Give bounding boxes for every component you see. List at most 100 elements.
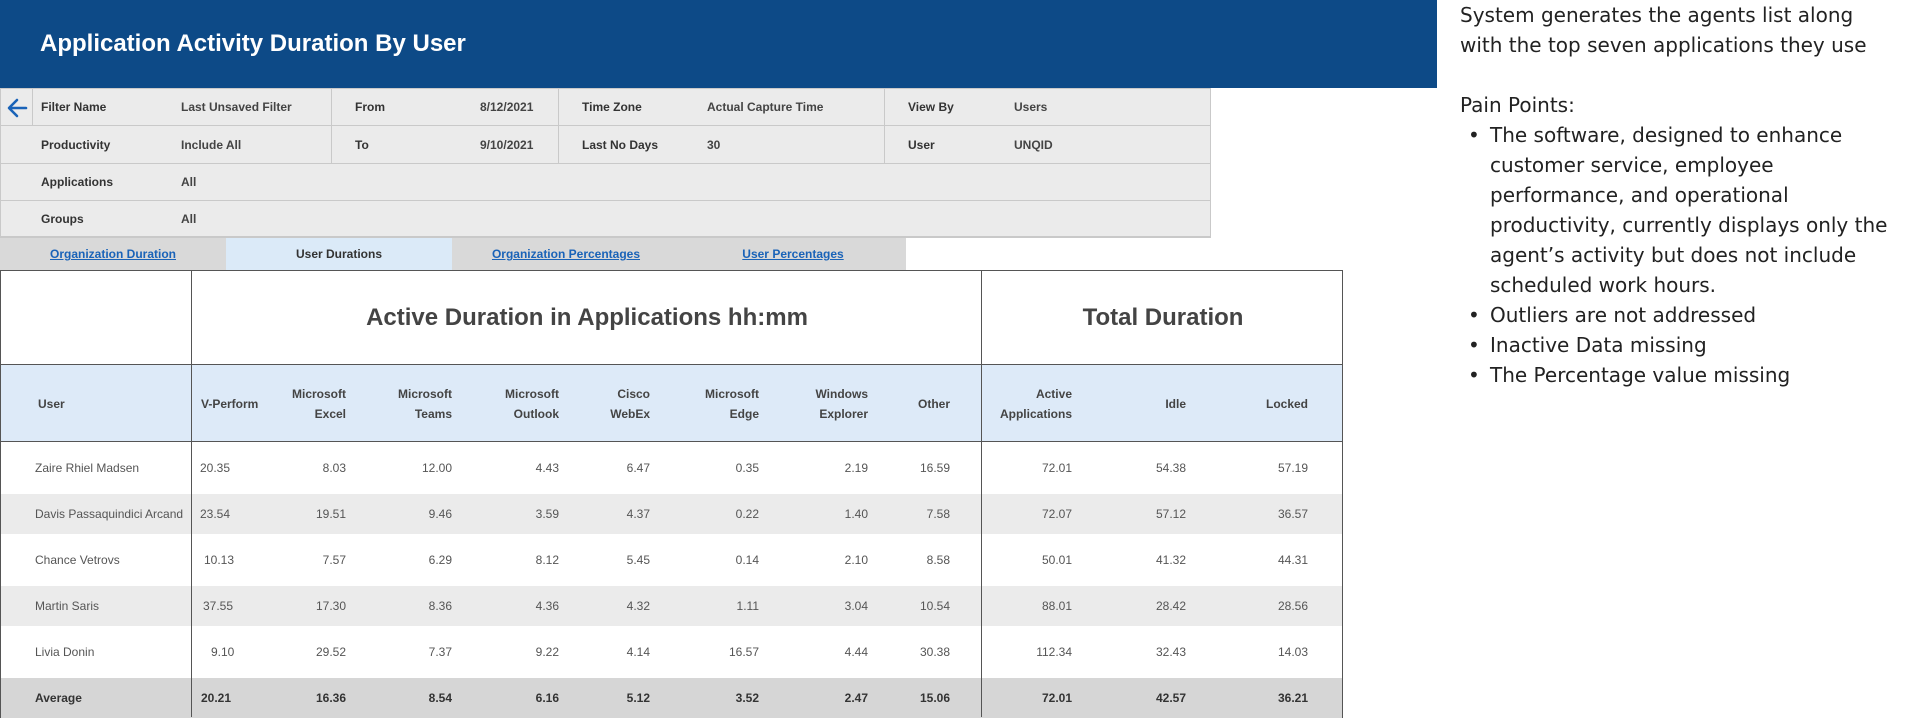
cell-webex: 6.47: [626, 461, 650, 475]
cell-excel: 16.36: [315, 691, 346, 705]
cell-locked: 44.31: [1277, 553, 1308, 567]
cell-webex: 4.14: [626, 645, 650, 659]
applications-label: Applications: [41, 175, 114, 189]
cell-locked: 14.03: [1277, 645, 1308, 659]
duration-table: Active Duration in Applications hh:mm To…: [0, 270, 1343, 718]
cell-excel: 7.57: [322, 553, 346, 567]
col-header-active-line1: Active: [1035, 386, 1072, 401]
col-header-webex[interactable]: Cisco WebEx: [565, 365, 650, 442]
cell-explorer: 3.04: [844, 599, 868, 613]
cell-edge: 1.11: [736, 599, 759, 613]
col-header-edge[interactable]: Microsoft Edge: [674, 365, 759, 442]
time-zone-value[interactable]: Actual Capture Time: [707, 100, 824, 114]
cell-vperform: 9.10: [211, 645, 235, 659]
page-header: Application Activity Duration By User: [0, 0, 1437, 88]
arrow-left-icon: [7, 98, 27, 117]
cell-webex: 4.37: [626, 507, 650, 521]
cell-user: Martin Saris: [35, 599, 100, 613]
cell-idle: 57.12: [1155, 507, 1186, 521]
cell-explorer: 2.10: [844, 553, 868, 567]
filter-panel: Filter Name Last Unsaved Filter From 8/1…: [0, 88, 1211, 238]
col-header-user[interactable]: User: [38, 396, 65, 411]
cell-other: 10.54: [919, 599, 950, 613]
group-title-active-duration: Active Duration in Applications hh:mm: [366, 304, 808, 331]
notes-intro: System generates the agents list along w…: [1460, 3, 1867, 57]
table-row[interactable]: Livia Donin 9.10 29.52 7.37 9.22 4.14 16…: [1, 626, 1342, 678]
cell-explorer: 4.44: [844, 645, 868, 659]
filter-name-value[interactable]: Last Unsaved Filter: [181, 100, 292, 114]
from-label: From: [355, 100, 385, 114]
col-header-active-applications[interactable]: Active Applications: [991, 365, 1072, 442]
cell-teams: 9.46: [428, 507, 452, 521]
cell-excel: 17.30: [315, 599, 346, 613]
col-header-outlook-line2: Outlook: [513, 406, 559, 421]
cell-user: Livia Donin: [35, 645, 95, 659]
time-zone-label: Time Zone: [582, 100, 642, 114]
cell-active-applications: 88.01: [1041, 599, 1072, 613]
groups-value[interactable]: All: [181, 211, 197, 226]
cell-explorer: 2.19: [844, 461, 868, 475]
col-header-locked[interactable]: Locked: [1265, 396, 1308, 411]
col-header-vperform[interactable]: V-Perform: [201, 396, 259, 411]
tab-organization-percentages[interactable]: Organization Percentages: [491, 247, 641, 261]
user-filter-label: User: [908, 137, 935, 152]
table-row[interactable]: Zaire Rhiel Madsen 20.35 8.03 12.00 4.43…: [1, 442, 1342, 494]
cell-outlook: 4.43: [535, 461, 559, 475]
col-header-teams[interactable]: Microsoft Teams: [367, 365, 452, 442]
cell-webex: 5.12: [626, 691, 650, 705]
cell-locked: 57.19: [1277, 461, 1308, 475]
column-divider: [981, 271, 982, 717]
cell-outlook: 6.16: [535, 691, 559, 705]
col-header-webex-line2: WebEx: [610, 406, 650, 421]
filter-divider: [558, 89, 559, 164]
cell-user: Chance Vetrovs: [35, 553, 120, 567]
col-header-teams-line1: Microsoft: [398, 386, 452, 401]
col-header-excel-line2: Excel: [314, 406, 346, 421]
col-header-edge-line1: Microsoft: [705, 386, 759, 401]
cell-teams: 12.00: [421, 461, 452, 475]
cell-outlook: 4.36: [535, 599, 559, 613]
last-no-days-value[interactable]: 30: [707, 137, 721, 152]
col-header-outlook[interactable]: Microsoft Outlook: [474, 365, 559, 442]
table-row[interactable]: Chance Vetrovs 10.13 7.57 6.29 8.12 5.45…: [1, 534, 1342, 586]
view-by-value[interactable]: Users: [1014, 100, 1048, 114]
tab-user-durations[interactable]: User Durations: [226, 238, 452, 270]
cell-active-applications: 72.07: [1041, 507, 1072, 521]
table-row[interactable]: Davis Passaquindici Arcand 23.54 19.51 9…: [1, 494, 1342, 534]
cell-edge: 0.35: [735, 461, 759, 475]
cell-vperform: 20.35: [200, 461, 231, 475]
annotation-notes: System generates the agents list along w…: [1460, 0, 1900, 390]
tab-organization-duration[interactable]: Organization Duration: [50, 247, 176, 261]
to-label: To: [355, 137, 369, 152]
col-header-other[interactable]: Other: [917, 396, 950, 411]
cell-teams: 6.29: [428, 553, 452, 567]
table-row[interactable]: Martin Saris 37.55 17.30 8.36 4.36 4.32 …: [1, 586, 1342, 626]
col-header-explorer[interactable]: Windows Explorer: [783, 365, 868, 442]
view-by-label: View By: [908, 100, 954, 114]
productivity-value[interactable]: Include All: [181, 137, 242, 152]
tab-user-percentages[interactable]: User Percentages: [742, 247, 844, 261]
cell-edge: 0.14: [735, 553, 759, 567]
pain-point-item: Outliers are not addressed: [1468, 300, 1900, 330]
cell-excel: 19.51: [315, 507, 346, 521]
cell-edge: 0.22: [735, 507, 759, 521]
cell-user: Davis Passaquindici Arcand: [35, 507, 184, 521]
pain-points-list: The software, designed to enhance custom…: [1460, 120, 1900, 390]
from-value[interactable]: 8/12/2021: [480, 100, 534, 114]
col-header-idle[interactable]: Idle: [1165, 396, 1186, 411]
back-button[interactable]: [1, 89, 33, 126]
col-header-webex-line1: Cisco: [617, 386, 650, 401]
filter-row-4: Groups All: [1, 201, 1210, 237]
cell-idle: 32.43: [1155, 645, 1186, 659]
group-title-total-duration: Total Duration: [1082, 304, 1244, 331]
cell-locked: 36.57: [1277, 507, 1308, 521]
col-header-explorer-line1: Windows: [815, 386, 868, 401]
col-header-explorer-line2: Explorer: [819, 406, 868, 421]
cell-other: 30.38: [919, 645, 950, 659]
user-filter-value[interactable]: UNQID: [1014, 137, 1053, 152]
col-header-excel[interactable]: Microsoft Excel: [261, 365, 346, 442]
cell-active-applications: 112.34: [1036, 645, 1072, 659]
applications-value[interactable]: All: [181, 175, 197, 189]
cell-webex: 5.45: [626, 553, 650, 567]
to-value[interactable]: 9/10/2021: [480, 137, 534, 152]
